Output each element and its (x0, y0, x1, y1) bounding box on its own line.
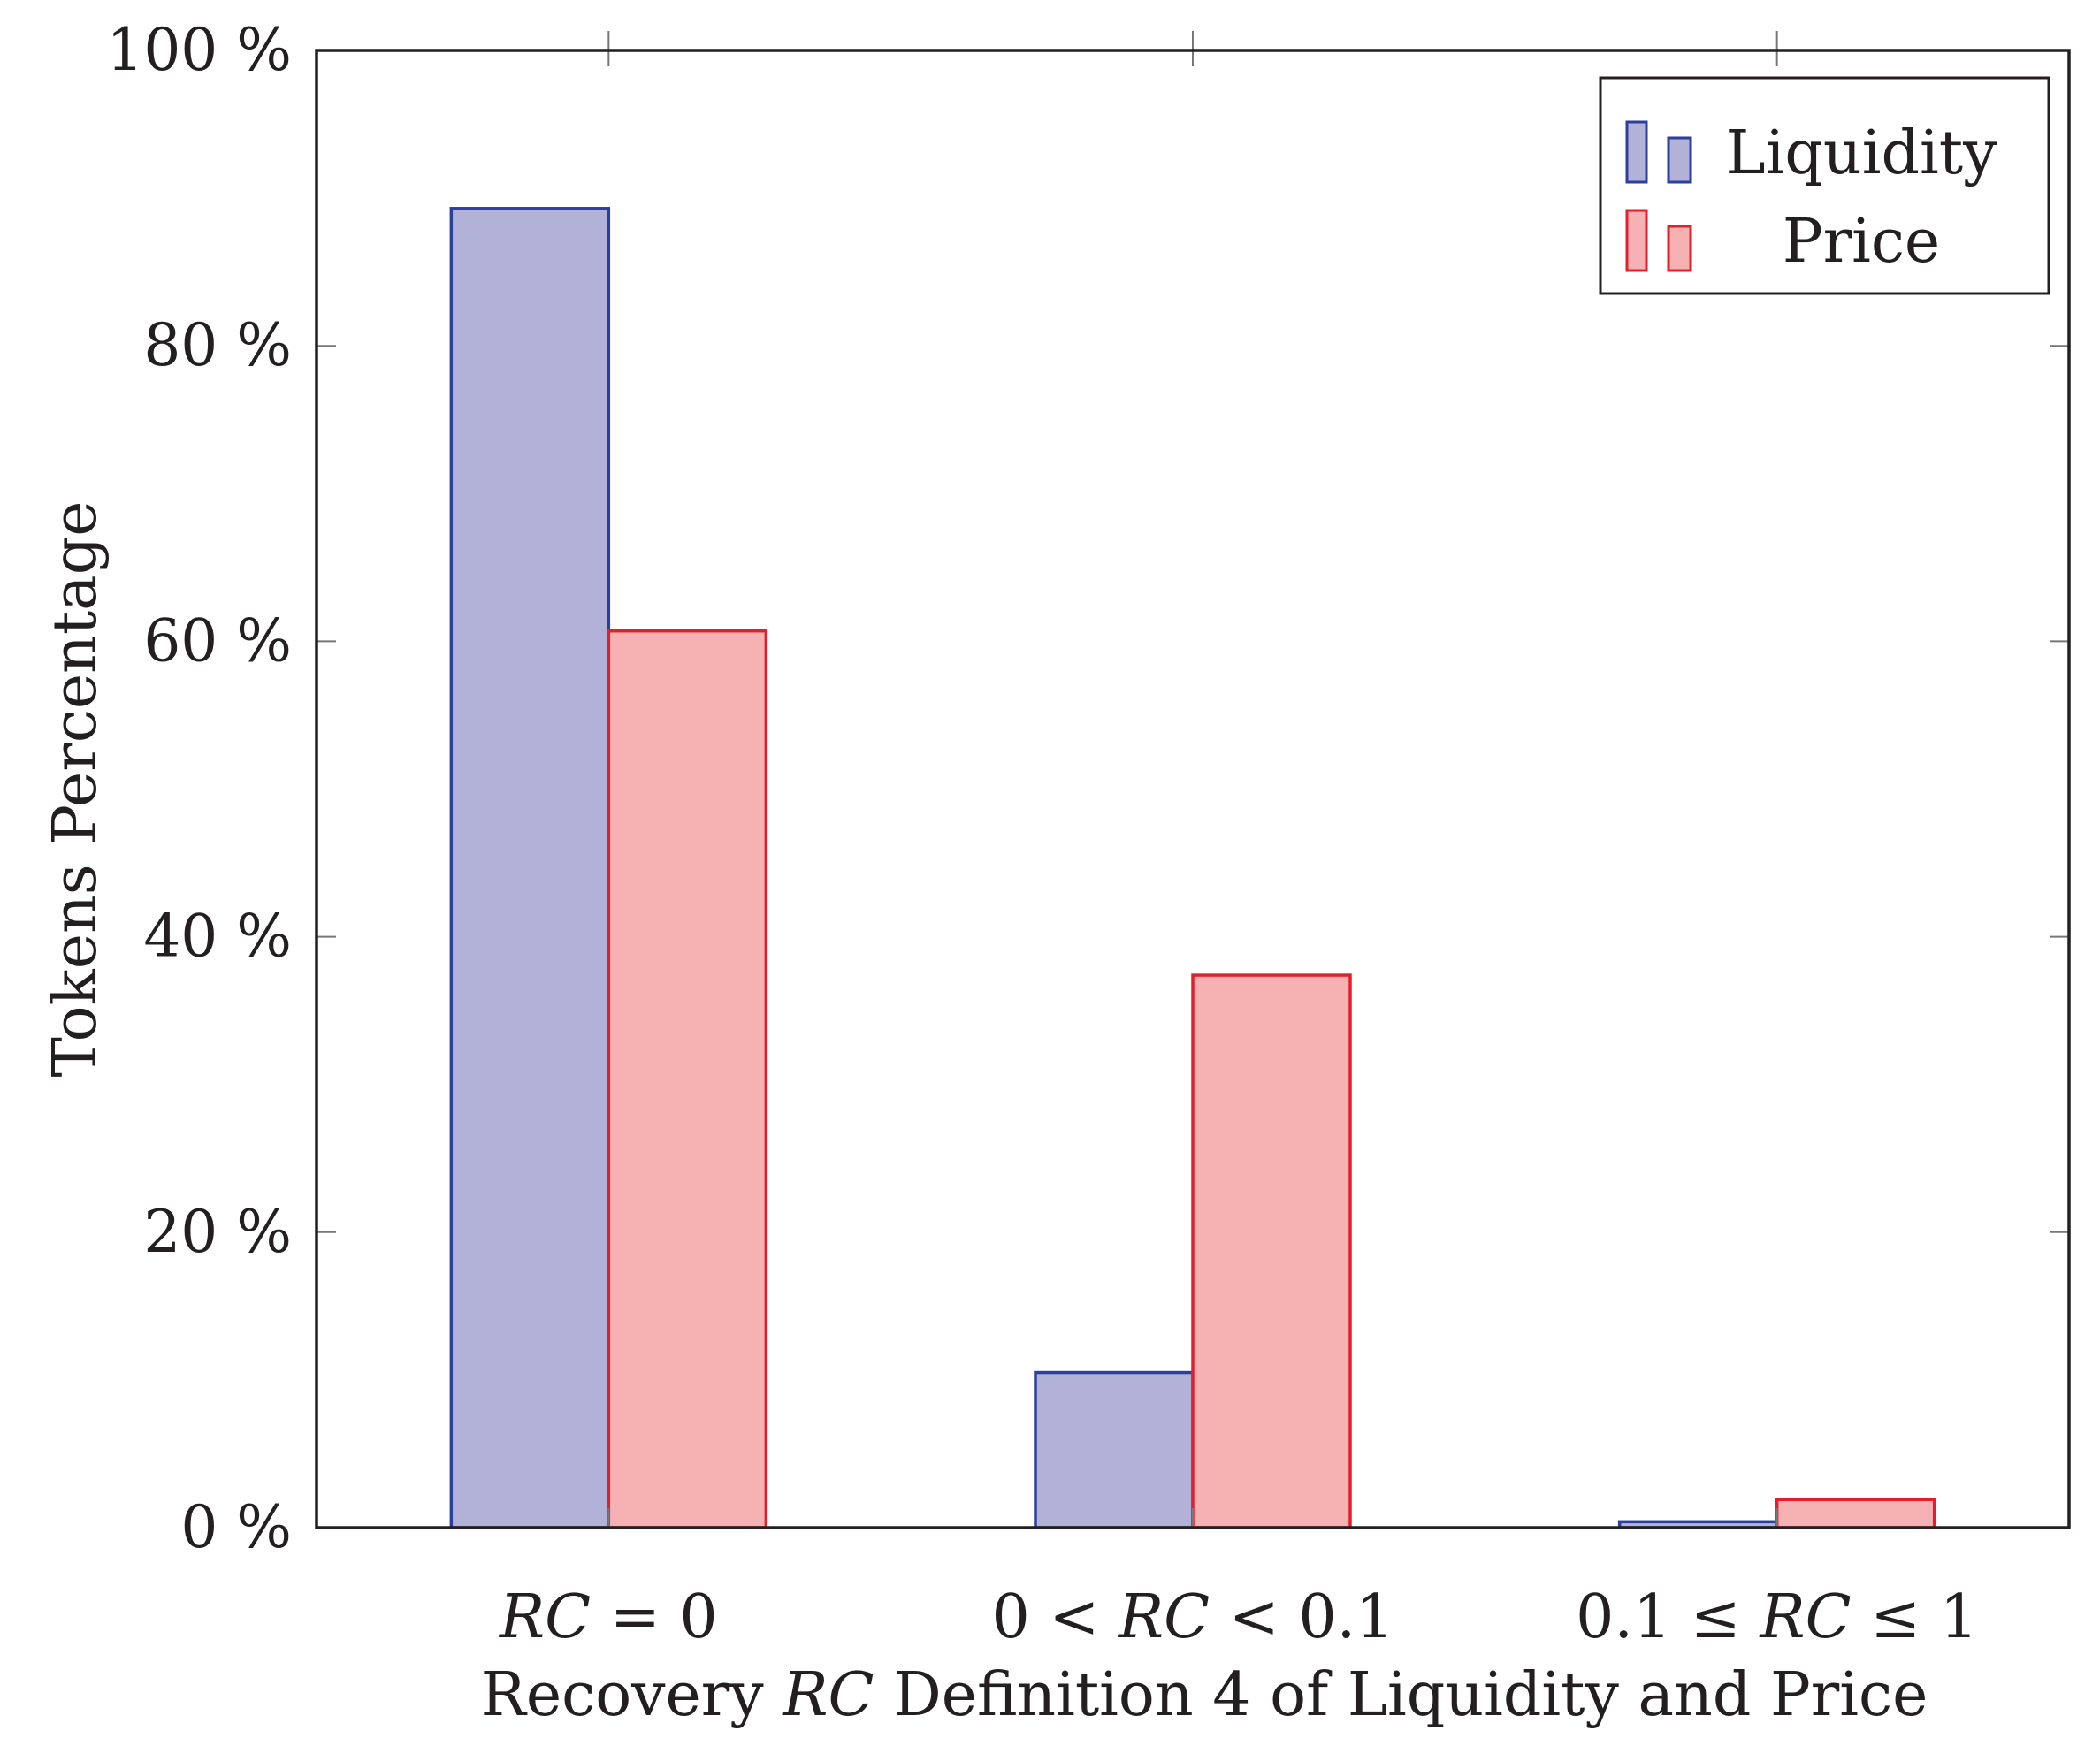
y-tick-label-80: 80 % (143, 311, 292, 379)
legend-swatch-liquidity-1 (1625, 120, 1648, 184)
y-tick-label-20: 20 % (143, 1198, 292, 1266)
y-tick-label-100: 100 % (106, 16, 292, 84)
legend-swatch-price-1 (1625, 209, 1648, 272)
x-axis-label-text-1: Recovery (481, 1660, 783, 1730)
bars-layer (449, 207, 1936, 1529)
ticks-layer: 0 % 20 % 40 % 60 % 80 % 100 % RC = 0 0 < RC < 0… (106, 16, 2069, 1652)
legend-label-price: Price (1783, 207, 1940, 277)
legend-label-liquidity: Liquidity (1726, 118, 1998, 188)
y-axis-label: Tokens Percentage (41, 501, 111, 1078)
bar-price-1 (607, 629, 768, 1529)
legend-swatch-price-2 (1667, 225, 1692, 272)
y-tick-label-60: 60 % (143, 606, 292, 675)
bar-liquidity-1 (449, 207, 611, 1529)
x-axis-label: Recovery RC Definition 4 of Liquidity an… (481, 1660, 1928, 1730)
x-tick-label-3: 0.1 ≤ RC ≤ 1 (1576, 1582, 1978, 1652)
x-axis-label-rc: RC (781, 1660, 874, 1730)
bar-price-2 (1191, 973, 1352, 1529)
legend: Liquidity Price (1599, 76, 2050, 295)
x-tick-label-2: 0 < RC < 0.1 (991, 1582, 1394, 1652)
bar-price-3 (1775, 1498, 1936, 1529)
x-axis-label-text-2: Definition 4 of Liquidity and Price (874, 1660, 1928, 1730)
x-tick-label-1: RC = 0 (498, 1582, 718, 1652)
bar-liquidity-2 (1034, 1370, 1195, 1529)
y-tick-label-0: 0 % (180, 1493, 292, 1561)
y-tick-label-40: 40 % (143, 903, 292, 971)
legend-entries: Liquidity Price (1625, 118, 1998, 277)
plot-frame (315, 49, 2071, 1529)
legend-swatch-liquidity-2 (1667, 136, 1692, 184)
